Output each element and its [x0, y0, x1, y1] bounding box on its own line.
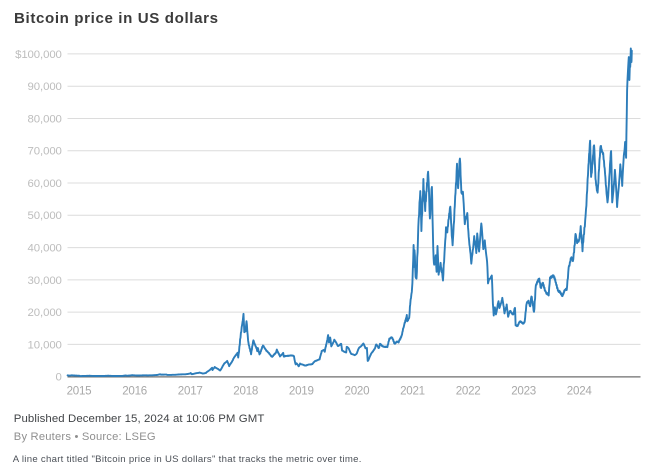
svg-text:0: 0 [56, 372, 62, 384]
svg-text:2024: 2024 [567, 384, 593, 397]
svg-text:$100,000: $100,000 [15, 49, 62, 61]
svg-text:2021: 2021 [400, 384, 425, 397]
svg-text:2023: 2023 [511, 384, 536, 397]
svg-text:2022: 2022 [456, 384, 481, 397]
svg-text:50,000: 50,000 [28, 210, 62, 222]
svg-text:2018: 2018 [233, 384, 258, 397]
svg-text:70,000: 70,000 [28, 146, 62, 158]
svg-text:2017: 2017 [178, 384, 203, 397]
svg-text:20,000: 20,000 [28, 307, 62, 319]
svg-text:40,000: 40,000 [28, 243, 62, 255]
svg-text:80,000: 80,000 [28, 113, 62, 125]
svg-text:2016: 2016 [122, 384, 147, 397]
svg-text:2019: 2019 [289, 384, 314, 397]
svg-text:2020: 2020 [345, 384, 370, 397]
svg-text:2015: 2015 [67, 384, 92, 397]
svg-text:60,000: 60,000 [28, 178, 62, 190]
svg-text:30,000: 30,000 [28, 275, 62, 287]
svg-text:90,000: 90,000 [28, 81, 62, 93]
svg-text:10,000: 10,000 [28, 339, 62, 351]
